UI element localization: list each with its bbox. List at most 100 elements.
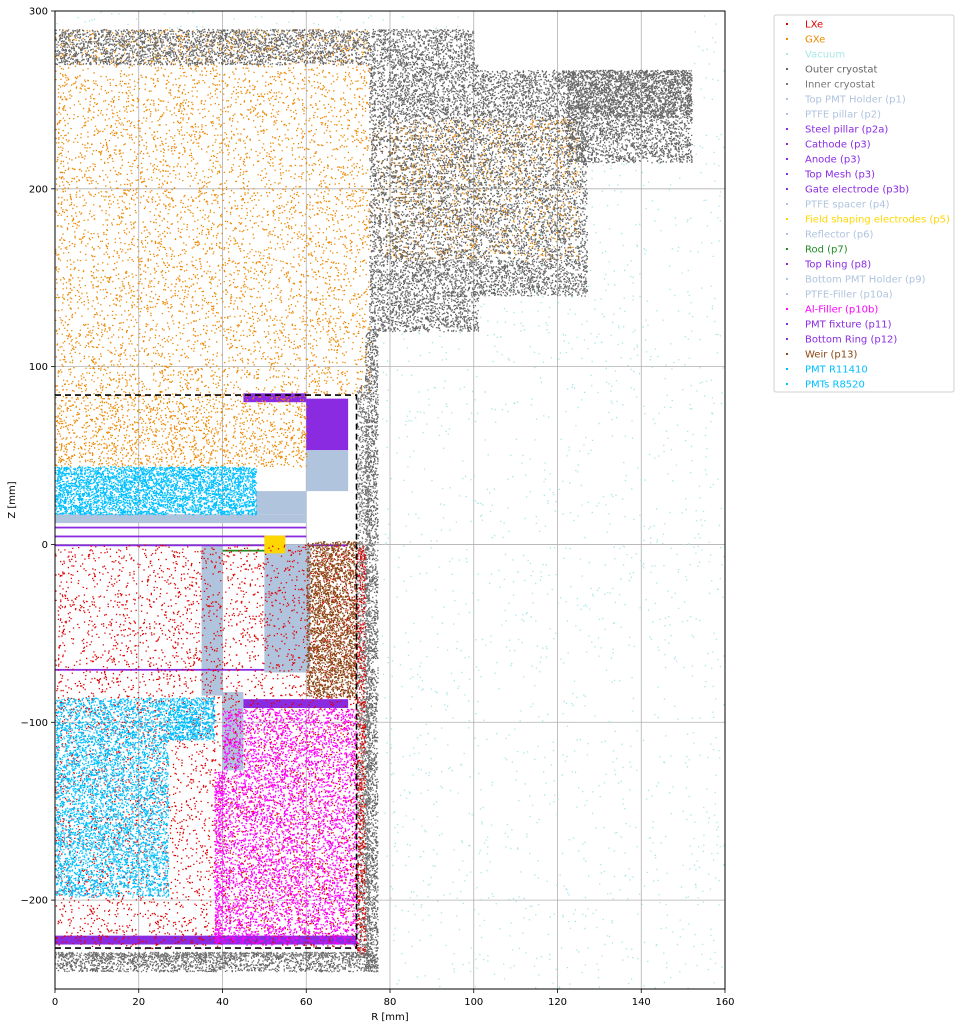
legend-entry-label: Weir (p13) <box>805 350 857 361</box>
x-tick-label: 40 <box>216 997 229 1008</box>
region-anode-p3 <box>55 526 307 529</box>
legend-marker <box>786 68 788 70</box>
legend-marker <box>786 158 788 160</box>
region-bottom-ring-p12 <box>55 935 357 945</box>
legend-entry-label: Outer cryostat <box>805 65 877 76</box>
x-tick-label: 140 <box>632 997 651 1008</box>
legend-marker <box>786 113 788 115</box>
scatter-point-cloud <box>356 384 371 959</box>
scatter-point-cloud <box>214 770 224 945</box>
legend-entry-label: LXe <box>805 20 823 31</box>
legend-marker <box>786 338 788 340</box>
legend-marker <box>786 353 788 355</box>
region-field-shaping-electrodes-p5 <box>264 535 286 554</box>
scatter-point-cloud <box>55 697 170 898</box>
legend-entry-label: Anode (p3) <box>805 155 861 166</box>
points-pmts-r8520 <box>55 466 258 516</box>
legend-marker <box>786 53 788 55</box>
scatter-point-cloud <box>55 395 308 468</box>
legend-marker <box>786 368 788 370</box>
legend-entry-label: Bottom PMT Holder (p9) <box>805 275 926 286</box>
y-tick-label: 300 <box>29 7 48 18</box>
legend-entry-label: Field shaping electrodes (p5) <box>805 215 950 226</box>
legend-marker <box>786 263 788 265</box>
region-top-mesh-p3 <box>55 535 307 538</box>
region-top-pmt-holder-p1 <box>256 491 307 515</box>
legend-marker <box>786 98 788 100</box>
points-outer-cryostat <box>478 69 693 119</box>
points-al-filler-p10b <box>222 708 358 946</box>
y-tick-label: 0 <box>42 540 48 551</box>
scatter-point-cloud <box>369 260 480 333</box>
points-weir-p13 <box>306 540 358 699</box>
region-steel-pillar-p2a <box>306 398 349 451</box>
points-inner-cryostat <box>55 951 365 959</box>
points-pmt-r11410 <box>55 697 170 898</box>
x-tick-label: 20 <box>132 997 145 1008</box>
x-tick-label: 100 <box>464 997 483 1008</box>
y-axis-label: Z [mm] <box>7 481 18 518</box>
legend-marker <box>786 83 788 85</box>
legend-marker <box>786 23 788 25</box>
points-outer-cryostat <box>478 259 589 297</box>
legend-entry-label: Top Mesh (p3) <box>804 170 875 181</box>
x-tick-label: 0 <box>52 997 58 1008</box>
scatter-points <box>55 11 725 989</box>
points-lxe <box>55 544 358 950</box>
x-tick-label: 80 <box>384 997 397 1008</box>
scatter-point-cloud <box>168 697 216 742</box>
points-outer-cryostat <box>565 69 693 164</box>
region-top-pmt-holder-p1 <box>55 514 307 524</box>
points-lxe <box>356 545 367 955</box>
legend-marker <box>786 308 788 310</box>
legend-entry-label: PTFE-Filler (p10a) <box>805 290 893 301</box>
points-gxe <box>55 395 308 468</box>
legend-entry-label: Top PMT Holder (p1) <box>804 95 906 106</box>
legend-marker <box>786 293 788 295</box>
legend-marker <box>786 128 788 130</box>
scatter-point-cloud <box>306 540 358 699</box>
legend-entry-label: PMT fixture (p11) <box>805 320 892 331</box>
legend-entry-label: Vacuum <box>805 50 845 61</box>
legend-entry-label: Rod (p7) <box>805 245 848 256</box>
region-top-ring-p8 <box>243 393 307 403</box>
points-pmt-r11410 <box>168 697 216 742</box>
scatter-point-cloud <box>356 545 367 955</box>
scatter-point-cloud <box>478 259 589 297</box>
region-cathode-p3 <box>55 668 265 671</box>
y-tick-label: −100 <box>21 718 48 729</box>
region-pmt-fixture-p11 <box>243 699 349 709</box>
legend-entry-label: Gate electrode (p3b) <box>805 185 909 196</box>
solid-regions <box>55 393 357 945</box>
points-inner-cryostat <box>356 384 371 959</box>
legend-entry-label: PTFE spacer (p4) <box>805 200 890 211</box>
legend-marker <box>786 38 788 40</box>
legend-marker <box>786 218 788 220</box>
legend-marker <box>786 323 788 325</box>
y-tick-label: 100 <box>29 362 48 373</box>
legend-entry-label: GXe <box>805 35 825 46</box>
legend-marker <box>786 188 788 190</box>
x-tick-label: 60 <box>300 997 313 1008</box>
scatter-point-cloud <box>55 951 365 959</box>
legend-entry-label: Reflector (p6) <box>805 230 874 241</box>
x-tick-label: 120 <box>548 997 567 1008</box>
tpc-boundary-line <box>55 394 358 949</box>
y-tick-label: 200 <box>29 184 48 195</box>
legend-entry-label: Inner cryostat <box>805 80 875 91</box>
points-gxe <box>369 117 580 262</box>
legend-entry-label: PMT R11410 <box>805 365 868 376</box>
legend-marker <box>786 278 788 280</box>
scatter-point-cloud <box>55 28 371 397</box>
y-tick-label: −200 <box>21 896 48 907</box>
legend-entry-label: Top Ring (p8) <box>804 260 871 271</box>
points-outer-cryostat <box>369 64 480 119</box>
legend-box <box>773 14 955 393</box>
legend-entry-label: Bottom Ring (p12) <box>805 335 897 346</box>
legend-entry-label: Al-Filler (p10b) <box>805 305 878 316</box>
legend-marker <box>786 383 788 385</box>
legend-entry-label: Cathode (p3) <box>805 140 871 151</box>
legend-marker <box>786 248 788 250</box>
legend-marker <box>786 233 788 235</box>
